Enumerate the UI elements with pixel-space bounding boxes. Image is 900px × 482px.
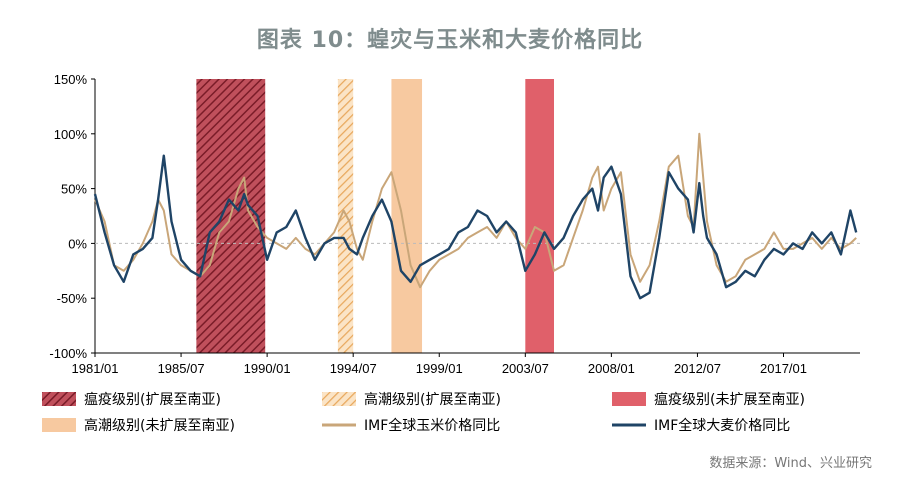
x-tick-label: 2012/07 — [674, 361, 721, 376]
x-tick-label: 1994/07 — [330, 361, 377, 376]
legend-label-2: 瘟疫级别(未扩展至南亚) — [654, 391, 805, 408]
legend-label-3: 高潮级别(未扩展至南亚) — [84, 417, 235, 434]
shaded-region-2 — [525, 79, 554, 353]
x-tick-label: 1981/01 — [72, 361, 119, 376]
legend-swatch-1 — [322, 392, 356, 406]
y-tick-label: 100% — [54, 127, 88, 142]
legend-label-4: IMF全球玉米价格同比 — [364, 417, 500, 434]
y-tick-label: 50% — [61, 182, 87, 197]
x-tick-label: 1999/01 — [416, 361, 463, 376]
x-tick-label: 2003/07 — [502, 361, 549, 376]
y-tick-label: -100% — [49, 346, 87, 361]
source-note: 数据来源：Wind、兴业研究 — [709, 456, 872, 471]
legend: 瘟疫级别(扩展至南亚) 高潮级别(扩展至南亚) 瘟疫级别(未扩展至南亚) 高潮级别(未… — [42, 391, 805, 434]
series-line-1 — [93, 154, 858, 300]
y-tick-label: 150% — [54, 72, 88, 87]
y-tick-label: 0% — [68, 236, 87, 251]
legend-swatch-2 — [612, 392, 646, 406]
series — [93, 132, 858, 300]
legend-swatch-3 — [42, 418, 76, 432]
legend-label-1: 高潮级别(扩展至南亚) — [364, 391, 501, 408]
y-tick-label: -50% — [57, 291, 88, 306]
legend-label-5: IMF全球大麦价格同比 — [654, 417, 790, 434]
axes: -100% -50% 0% 50% 100% 150% 1981/01 1985/07 1990… — [49, 72, 860, 376]
x-tick-label: 1985/07 — [158, 361, 205, 376]
legend-label-0: 瘟疫级别(扩展至南亚) — [84, 391, 221, 408]
chart-title: 图表 10：蝗灾与玉米和大麦价格同比 — [256, 28, 644, 53]
shaded-region-3 — [391, 79, 423, 353]
x-tick-label: 1990/01 — [244, 361, 291, 376]
x-tick-label: 2008/01 — [588, 361, 635, 376]
legend-swatch-0 — [42, 392, 76, 406]
shaded-regions — [196, 79, 554, 353]
x-tick-label: 2017/01 — [760, 361, 807, 376]
